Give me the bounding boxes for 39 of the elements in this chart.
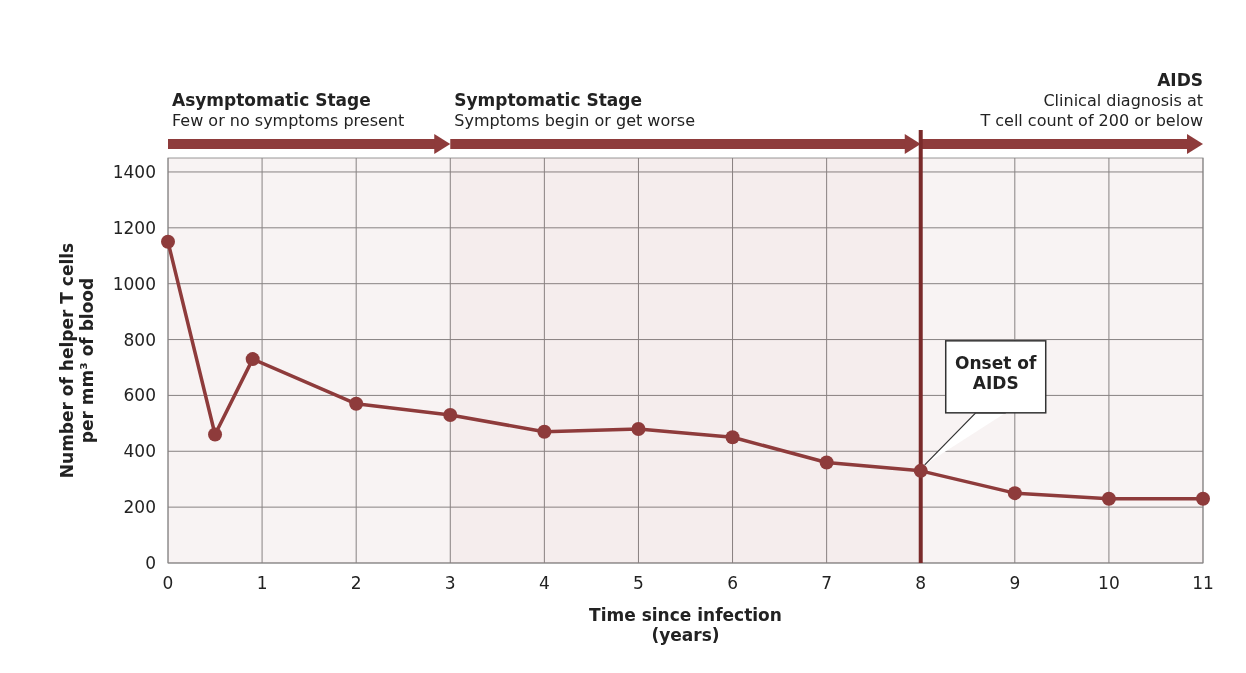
x-tick-label: 3 (444, 573, 456, 593)
y-tick-label: 800 (123, 329, 156, 350)
x-tick-label: 6 (727, 573, 738, 593)
band-label: Asymptomatic Stage Few or no symptoms present (172, 90, 405, 130)
y-tick-label: 0 (145, 553, 156, 573)
point (349, 396, 364, 411)
x-axis-title: Time since infection (years) (589, 605, 782, 646)
y-tick-label: 600 (123, 385, 156, 406)
x-tick-label: 0 (162, 573, 174, 593)
y-axis-title: Number of helper T cells per mm³ of blood (57, 242, 98, 479)
x-tick-label: 5 (633, 573, 644, 593)
y-tick-label: 1200 (112, 217, 156, 238)
y-tick-label: 400 (123, 441, 156, 462)
point (161, 234, 175, 249)
point (1007, 486, 1022, 501)
point (725, 430, 740, 445)
point (443, 407, 458, 422)
x-tick-label: 8 (915, 573, 927, 593)
point (1101, 491, 1116, 506)
point (245, 352, 260, 367)
band-label: Symptomatic Stage Symptoms begin or get worse (454, 90, 695, 130)
x-tick-label: 7 (821, 573, 833, 593)
x-tick-label: 1 (256, 573, 268, 593)
x-tick-label: 9 (1009, 573, 1021, 593)
y-tick-label: 1000 (112, 273, 156, 294)
y-tick-label: 200 (123, 497, 156, 518)
annotation: Onset of AIDS (955, 352, 1037, 394)
x-tick-label: 2 (350, 573, 362, 593)
x-tick-label: 11 (1192, 573, 1214, 593)
x-tick-label: 10 (1098, 573, 1120, 593)
y-tick-label: 1400 (112, 161, 156, 182)
x-tick-label: 4 (538, 573, 550, 593)
point (1196, 491, 1210, 506)
point (631, 421, 646, 436)
band-label: AIDS Clinical diagnosis at T cell count of 200 or below (979, 70, 1203, 130)
point (819, 455, 834, 470)
point (913, 463, 928, 478)
point (208, 427, 223, 442)
point (537, 424, 552, 439)
